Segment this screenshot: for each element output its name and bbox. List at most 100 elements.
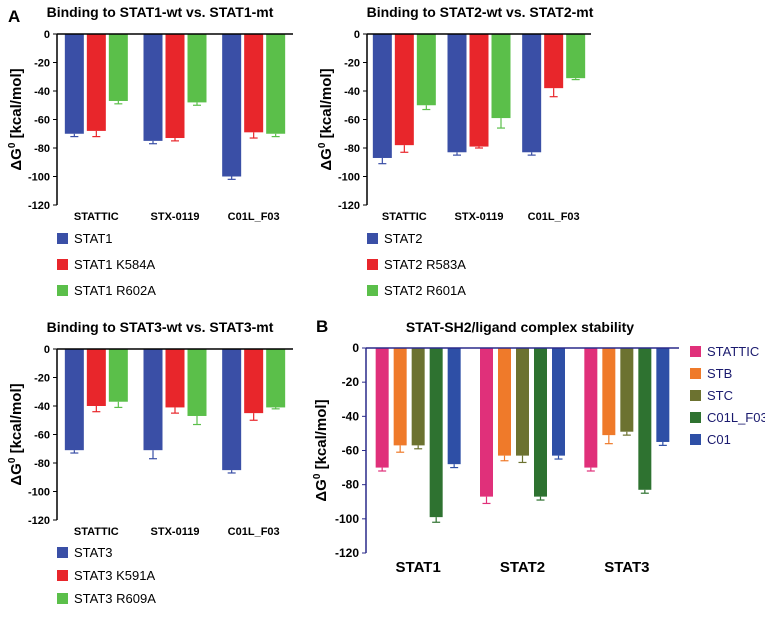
legend-label: STAT2 R583A — [384, 257, 466, 272]
bar — [86, 34, 106, 131]
bar — [602, 348, 616, 436]
bar — [222, 34, 242, 177]
chart-title: Binding to STAT2-wt vs. STAT2-mt — [367, 4, 594, 20]
legend-label: STB — [707, 366, 732, 381]
y-tick-label: -120 — [335, 546, 359, 560]
chart-2: Binding to STAT2-wt vs. STAT2-mt STATTIC S… — [317, 4, 594, 298]
y-tick-label: -100 — [28, 172, 50, 184]
chart-title: Binding to STAT3-wt vs. STAT3-mt — [47, 319, 274, 335]
y-tick-label: -20 — [342, 375, 360, 389]
category-label: STX-0119 — [455, 211, 504, 223]
legend-swatch — [57, 259, 68, 270]
bar — [552, 348, 565, 456]
legend-swatch — [367, 285, 378, 296]
bar — [498, 348, 511, 456]
y-tick-label: -40 — [344, 86, 360, 98]
legend-label: STAT1 — [74, 231, 113, 246]
legend: STATTIC STB STC C01L_F03 C01 — [690, 344, 765, 447]
category-label: C01L_F03 — [228, 526, 280, 538]
y-tick-label: -80 — [34, 143, 50, 155]
legend-swatch — [690, 368, 701, 379]
bar — [143, 349, 163, 451]
y-tick-label: -60 — [34, 115, 50, 127]
legend-label: STAT1 K584A — [74, 257, 155, 272]
category-label: STX-0119 — [151, 526, 200, 538]
bar — [656, 348, 670, 442]
bar — [266, 34, 286, 134]
y-tick-label: -20 — [34, 58, 50, 70]
bar — [491, 34, 511, 119]
legend-label: STAT3 — [74, 545, 113, 560]
legend-swatch — [57, 593, 68, 604]
legend-swatch — [57, 570, 68, 581]
category-label: STATTIC — [382, 211, 427, 223]
legend-swatch — [367, 259, 378, 270]
legend-swatch — [690, 346, 701, 357]
bar — [584, 348, 598, 468]
chart-3: Binding to STAT3-wt vs. STAT3-mt STATTIC S… — [7, 319, 293, 606]
category-label: C01L_F03 — [228, 211, 280, 223]
y-tick-label: -120 — [338, 200, 360, 212]
legend-label: STAT2 R601A — [384, 283, 466, 298]
bar — [522, 34, 542, 153]
y-tick-label: -40 — [342, 409, 360, 423]
y-tick-label: -80 — [342, 478, 360, 492]
category-label: STAT2 — [500, 559, 545, 576]
y-tick-label: -80 — [344, 143, 360, 155]
bar — [429, 348, 443, 518]
bar — [244, 349, 264, 414]
y-tick-label: 0 — [44, 29, 50, 41]
category-label: STATTIC — [74, 211, 119, 223]
y-axis-label: ΔG0 [kcal/mol] — [317, 68, 335, 170]
legend-swatch — [690, 412, 701, 423]
y-axis-label: ΔG0 [kcal/mol] — [7, 383, 25, 485]
bar — [480, 348, 493, 497]
bar — [566, 34, 586, 79]
bar — [143, 34, 163, 141]
legend-label: C01L_F03 — [707, 410, 765, 425]
y-tick-label: -100 — [338, 172, 360, 184]
legend: STAT2 STAT2 R583A STAT2 R601A — [367, 231, 466, 298]
y-tick-label: -120 — [28, 515, 50, 527]
bar — [544, 34, 564, 89]
legend-swatch — [690, 434, 701, 445]
chart-title: Binding to STAT1-wt vs. STAT1-mt — [47, 4, 274, 20]
y-tick-label: -60 — [34, 430, 50, 442]
chart-4: STAT-SH2/ligand complex stability STAT1 ST… — [312, 319, 765, 576]
legend-swatch — [690, 390, 701, 401]
y-tick-label: 0 — [354, 29, 360, 41]
bar — [266, 349, 286, 408]
bar — [187, 34, 207, 103]
bar — [222, 349, 242, 471]
bar — [447, 34, 467, 153]
y-tick-label: -100 — [335, 512, 359, 526]
bar — [638, 348, 652, 490]
legend-swatch — [57, 233, 68, 244]
bar — [108, 349, 128, 402]
chart-title: STAT-SH2/ligand complex stability — [406, 319, 634, 335]
y-tick-label: -20 — [344, 58, 360, 70]
bar — [64, 349, 84, 451]
legend-swatch — [367, 233, 378, 244]
legend-swatch — [57, 285, 68, 296]
legend-label: STAT3 R609A — [74, 591, 156, 606]
y-tick-label: -60 — [344, 115, 360, 127]
category-label: STATTIC — [74, 526, 119, 538]
y-tick-label: -100 — [28, 487, 50, 499]
category-label: STAT1 — [396, 559, 441, 576]
y-tick-label: 0 — [44, 344, 50, 356]
bar — [375, 348, 389, 468]
y-tick-label: -40 — [34, 86, 50, 98]
y-tick-label: -20 — [34, 373, 50, 385]
bar — [416, 34, 436, 106]
legend-swatch — [57, 547, 68, 558]
bar — [393, 348, 407, 446]
y-tick-label: -120 — [28, 200, 50, 212]
category-label: C01L_F03 — [528, 211, 580, 223]
y-axis-label: ΔG0 [kcal/mol] — [312, 399, 330, 501]
legend: STAT1 STAT1 K584A STAT1 R602A — [57, 231, 156, 298]
legend: STAT3 STAT3 K591A STAT3 R609A — [57, 545, 156, 606]
panel-label-b: B — [316, 317, 328, 336]
legend-label: STAT2 — [384, 231, 423, 246]
bar — [469, 34, 489, 147]
